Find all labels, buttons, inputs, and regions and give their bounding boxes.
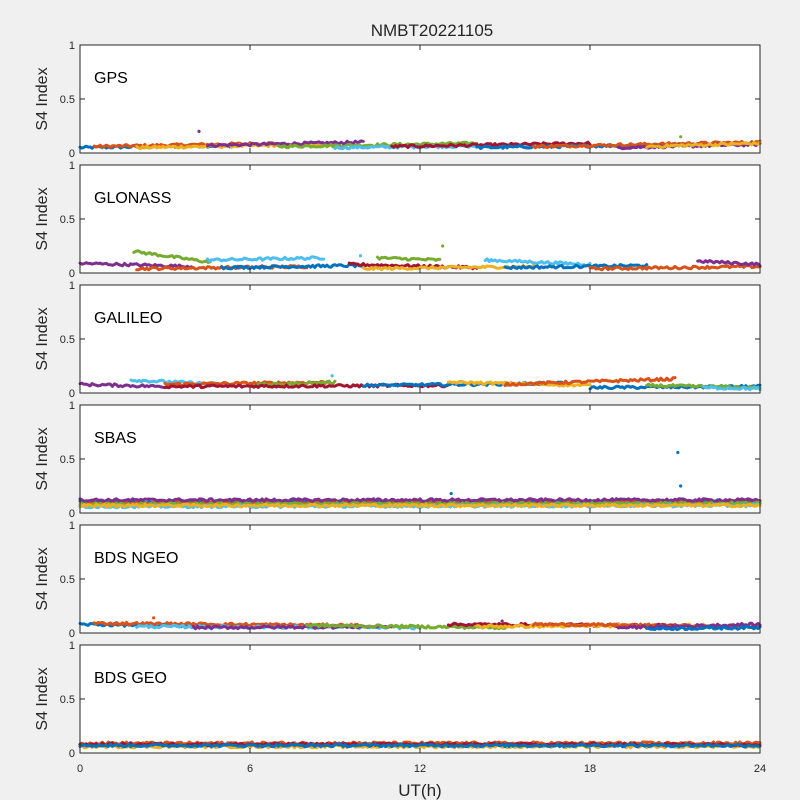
series-trace: [503, 263, 649, 270]
series-trace: [220, 262, 365, 271]
y-axis-label: S4 Index: [34, 547, 51, 610]
series-trace: [206, 139, 365, 148]
data-series: [78, 450, 762, 510]
panel-bds-geo: 0 0.5 1 S4 Index BDS GEO: [34, 640, 762, 760]
data-series: [78, 374, 762, 392]
y-tick-label: 0.5: [60, 574, 75, 586]
panel-glonass: 0 0.5 1 S4 Index GLONASS: [34, 160, 762, 280]
data-series: [78, 616, 762, 632]
series-trace: [696, 259, 762, 268]
x-tick-label: 6: [247, 763, 253, 775]
data-series: [78, 244, 762, 272]
y-tick-label: 0: [69, 388, 75, 400]
series-trace: [132, 249, 212, 264]
panel-label: GALILEO: [94, 310, 162, 327]
series-trace: [376, 255, 442, 262]
panel-label: BDS NGEO: [94, 550, 178, 567]
plot-area: [80, 285, 760, 393]
data-point: [441, 244, 445, 248]
y-tick-label: 1: [69, 40, 75, 52]
data-point: [358, 254, 363, 258]
y-tick-label: 0.5: [60, 94, 75, 106]
data-series: [78, 740, 762, 750]
y-tick-label: 0.5: [60, 454, 75, 466]
series-trace: [78, 381, 167, 390]
series-trace: [248, 379, 337, 388]
series-trace: [483, 257, 592, 267]
y-axis-label: S4 Index: [34, 67, 51, 130]
data-point: [330, 374, 334, 378]
y-tick-label: 1: [69, 520, 75, 532]
plot-area: [80, 45, 760, 153]
y-axis-label: S4 Index: [34, 427, 51, 490]
series-trace: [588, 263, 762, 272]
chart-title: NMBT20221105: [371, 21, 494, 40]
panel-label: BDS GEO: [94, 670, 167, 687]
y-tick-label: 0.5: [60, 694, 75, 706]
panel-bds-ngeo: 0 0.5 1 S4 Index BDS NGEO: [34, 520, 762, 640]
x-tick-label: 0: [77, 763, 83, 775]
y-tick-label: 1: [69, 280, 75, 292]
data-point: [500, 619, 504, 623]
y-axis-label: S4 Index: [34, 187, 51, 250]
data-point: [676, 450, 680, 455]
y-tick-label: 1: [69, 400, 75, 412]
data-point: [449, 491, 453, 496]
y-tick-label: 0: [69, 628, 75, 640]
series-trace: [616, 621, 762, 630]
y-axis-label: S4 Index: [34, 667, 51, 730]
series-trace: [78, 261, 195, 270]
y-tick-label: 0: [69, 748, 75, 760]
plot-area: [80, 645, 760, 753]
x-axis-label: UT(h): [398, 781, 441, 800]
series-trace: [701, 384, 762, 392]
data-series: [78, 129, 762, 151]
data-point: [197, 129, 201, 133]
y-tick-label: 0.5: [60, 334, 75, 346]
series-trace: [503, 376, 677, 388]
series-trace: [645, 140, 762, 150]
y-tick-label: 1: [69, 640, 75, 652]
panel-label: SBAS: [94, 430, 137, 447]
y-tick-label: 0: [69, 508, 75, 520]
plot-area: [80, 525, 760, 633]
series-trace: [78, 497, 762, 503]
series-trace: [78, 502, 762, 509]
series-trace: [645, 624, 762, 632]
data-point: [679, 484, 683, 488]
panel-label: GPS: [94, 70, 128, 87]
panel-label: GLONASS: [94, 190, 171, 207]
series-trace: [305, 622, 507, 631]
y-tick-label: 0: [69, 268, 75, 280]
series-trace: [78, 742, 762, 749]
data-point: [152, 616, 156, 620]
panel-sbas: 0 0.5 1 S4 Index SBAS: [34, 400, 762, 520]
plot-area: [80, 165, 760, 273]
x-tick-label: 12: [414, 763, 426, 775]
x-tick-label: 18: [584, 763, 596, 775]
series-trace: [390, 140, 592, 149]
y-tick-label: 0.5: [60, 214, 75, 226]
series-trace: [163, 379, 331, 387]
y-tick-label: 0: [69, 148, 75, 160]
data-point: [679, 135, 683, 139]
series-trace: [276, 140, 479, 150]
y-axis-label: S4 Index: [34, 307, 51, 370]
x-tick-label: 24: [754, 763, 766, 775]
panel-gps: 0 0.5 1 S4 Index GPS: [34, 40, 762, 160]
panel-galileo: 0 0.5 1 S4 Index GALILEO: [34, 280, 762, 400]
plot-area: [80, 405, 760, 513]
series-trace: [206, 255, 326, 263]
y-tick-label: 1: [69, 160, 75, 172]
